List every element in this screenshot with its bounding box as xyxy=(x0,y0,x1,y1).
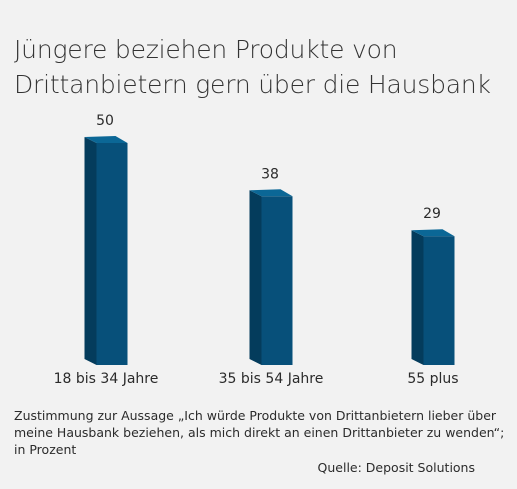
category-label-2: 35 bis 54 Jahre xyxy=(219,371,324,387)
bar-side-2 xyxy=(249,190,262,365)
chart-title-line-1: Jüngere beziehen Produkte von xyxy=(14,35,398,64)
data-label-1: 50 xyxy=(96,113,114,129)
chart-title: Jüngere beziehen Produkte von Drittanbie… xyxy=(14,32,509,102)
bar-top-1 xyxy=(84,136,128,143)
data-label-2: 38 xyxy=(261,166,279,182)
chart-source: Quelle: Deposit Solutions xyxy=(317,460,475,475)
bar-chart: 50 18 bis 34 Jahre 38 35 bis 54 Jahre 29 55 p… xyxy=(54,113,459,387)
category-label-1: 18 bis 34 Jahre xyxy=(54,371,159,387)
chart-footnote: Zustimmung zur Aussage „Ich würde Produk… xyxy=(14,408,505,457)
bar-2 xyxy=(261,196,293,365)
bar-top-2 xyxy=(249,189,293,197)
bar-side-1 xyxy=(84,137,97,365)
chart-title-line-2: Drittanbietern gern über die Hausbank xyxy=(14,70,491,99)
category-label-3: 55 plus xyxy=(407,371,458,387)
bar-side-3 xyxy=(411,230,424,365)
bar-3 xyxy=(423,236,455,365)
data-label-3: 29 xyxy=(423,206,441,222)
bar-1 xyxy=(96,143,128,365)
bar-top-3 xyxy=(411,229,455,237)
